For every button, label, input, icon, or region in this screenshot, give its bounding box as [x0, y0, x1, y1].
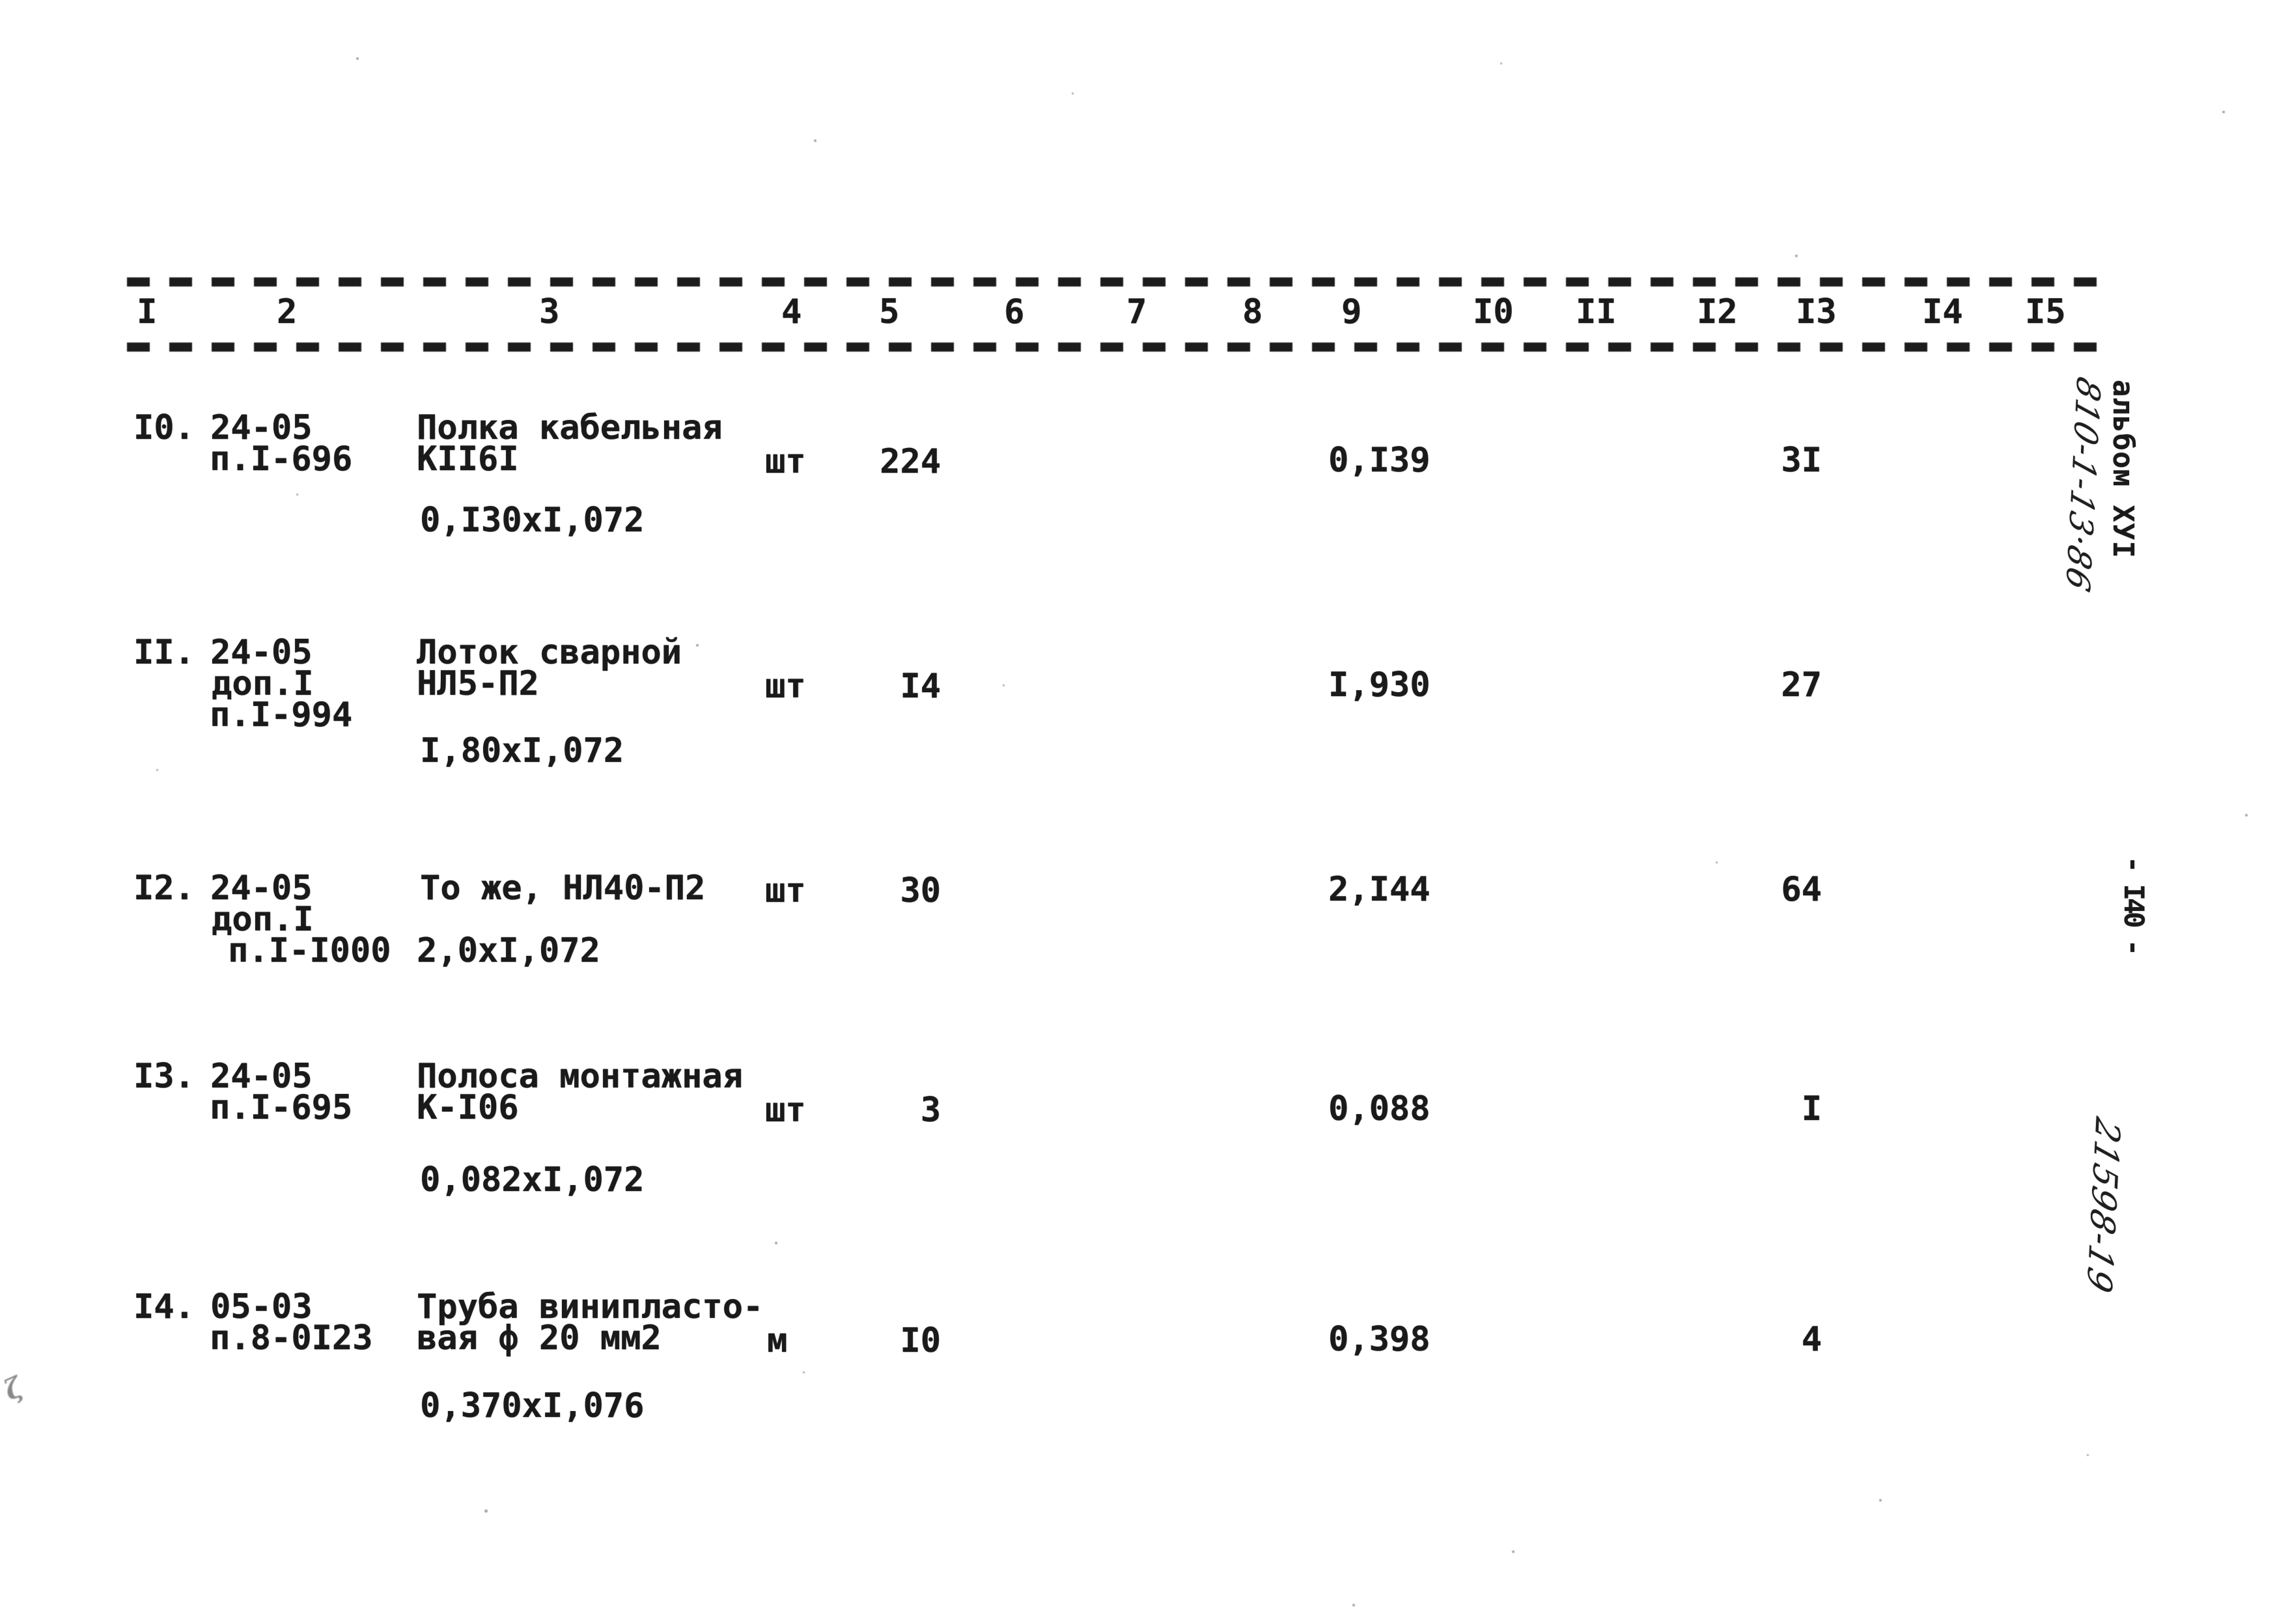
unit-cell: шт [765, 871, 806, 910]
item-dimensions: 0,I30xI,072 [420, 501, 645, 540]
item-name: вая ф 20 мм2 [417, 1319, 662, 1358]
column-number-12: I2 [1697, 292, 1738, 331]
quantity-cell: I4 [900, 667, 941, 706]
catalog-code: 24-05 [210, 633, 313, 672]
scan-speck [484, 1509, 488, 1513]
scan-speck [803, 1371, 805, 1373]
mass-cell: I,930 [1328, 665, 1431, 705]
header-rule-bottom [127, 343, 2116, 352]
item-name: Полка кабельная [417, 408, 723, 447]
column-number-1: I [137, 292, 158, 331]
unit-cell: м [767, 1321, 788, 1360]
scan-speck [2087, 1454, 2089, 1456]
column-number-11: II [1576, 292, 1617, 331]
row-number: I3. [133, 1057, 195, 1096]
scan-speck [1352, 1604, 1355, 1606]
scan-speck [1879, 1499, 1882, 1502]
count-cell: 64 [1781, 870, 1822, 909]
scan-speck [156, 769, 158, 771]
catalog-code: п.I-I000 [228, 931, 391, 970]
column-number-5: 5 [879, 292, 900, 331]
column-number-15: I5 [2025, 292, 2066, 331]
catalog-code: 24-05 [210, 1057, 313, 1096]
scan-speck [1392, 469, 1394, 471]
scan-speck [1512, 1550, 1515, 1553]
scan-speck [1072, 92, 1074, 94]
order-number-handwritten: 21598-19 [2079, 1113, 2127, 1299]
scan-speck [1716, 861, 1718, 863]
catalog-code: п.I-695 [210, 1088, 353, 1127]
column-number-13: I3 [1796, 292, 1837, 331]
item-name: КII6I [417, 440, 519, 479]
row-number: II. [133, 633, 195, 672]
unit-cell: шт [765, 667, 806, 706]
catalog-code: доп.I [212, 664, 314, 703]
column-number-7: 7 [1126, 292, 1147, 331]
item-dimensions: 0,370xI,076 [420, 1386, 645, 1425]
scan-speck [2222, 111, 2225, 113]
item-name: Труба винипласто- [417, 1287, 764, 1326]
page-number: - I40 - [2118, 856, 2150, 954]
scan-speck [1500, 63, 1502, 64]
quantity-cell: 3 [920, 1091, 941, 1130]
row-number: I0. [133, 408, 195, 447]
catalog-code: п.I-994 [210, 695, 353, 735]
count-cell: 27 [1781, 665, 1822, 705]
quantity-cell: 224 [880, 442, 941, 481]
column-number-10: I0 [1473, 292, 1514, 331]
count-cell: 3I [1781, 441, 1822, 480]
item-dimensions: 2,0xI,072 [417, 931, 600, 970]
mass-cell: 0,088 [1328, 1089, 1431, 1128]
column-number-14: I4 [1922, 292, 1963, 331]
column-number-8: 8 [1242, 292, 1263, 331]
catalog-code: 24-05 [210, 408, 313, 447]
mass-cell: 2,I44 [1328, 870, 1431, 909]
scan-speck [775, 1242, 777, 1244]
item-name: То же, НЛ40-П2 [420, 869, 706, 908]
count-cell: 4 [1801, 1320, 1822, 1359]
scan-speck [1003, 684, 1005, 686]
column-number-2: 2 [277, 292, 298, 331]
catalog-code: доп.I [212, 900, 314, 939]
count-cell: I [1801, 1089, 1822, 1128]
item-dimensions: 0,082xI,072 [420, 1160, 645, 1199]
album-label: альбом ХУI [2106, 380, 2140, 559]
quantity-cell: I0 [900, 1321, 941, 1360]
catalog-code: 24-05 [210, 869, 313, 908]
quantity-cell: 30 [900, 871, 941, 910]
scan-speck [696, 644, 699, 647]
row-number: I2. [133, 869, 195, 908]
item-dimensions: I,80xI,072 [420, 731, 624, 770]
scan-speck [356, 57, 359, 60]
column-number-6: 6 [1004, 292, 1025, 331]
unit-cell: шт [765, 442, 806, 481]
row-number: I4. [133, 1287, 195, 1326]
column-number-3: 3 [539, 292, 560, 331]
item-name: НЛ5-П2 [417, 664, 539, 703]
header-rule-top [127, 277, 2116, 287]
mass-cell: 0,I39 [1328, 441, 1431, 480]
scan-speck [2245, 814, 2248, 817]
column-number-9: 9 [1341, 292, 1362, 331]
item-name: К-I06 [417, 1088, 519, 1127]
item-name: Полоса монтажная [417, 1057, 743, 1096]
catalog-code: 05-03 [210, 1287, 313, 1326]
catalog-code: п.8-0I23 [210, 1319, 373, 1358]
item-name: Лоток сварной [417, 633, 682, 672]
scan-speck [814, 139, 817, 142]
scan-speck [296, 494, 298, 496]
mass-cell: 0,398 [1328, 1320, 1431, 1359]
catalog-code: п.I-696 [210, 440, 353, 479]
column-number-4: 4 [781, 292, 802, 331]
unit-cell: шт [765, 1091, 806, 1130]
project-number-handwritten: 810-1-13·86 [2058, 372, 2107, 598]
scan-speck [1795, 255, 1798, 257]
scan-smudge: ζ [0, 1371, 27, 1407]
